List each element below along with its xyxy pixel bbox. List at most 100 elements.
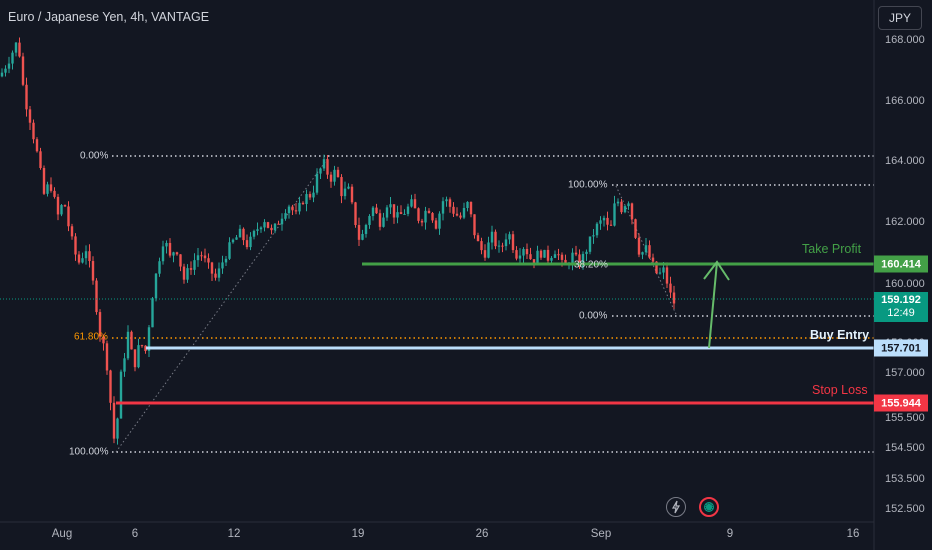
replay-icon[interactable] [699,497,719,517]
candle [476,232,480,242]
candle [46,181,49,197]
candle [105,340,109,375]
candle [644,237,648,256]
fibonacci-retracements [112,155,874,453]
price-axis-label: 160.000 [885,277,925,290]
candle [620,198,623,215]
candle [28,105,32,130]
candle [410,194,413,208]
candle [133,349,137,372]
candle [375,203,378,214]
candle [392,204,396,224]
candle [154,273,158,302]
candle [651,253,655,264]
symbol-title[interactable]: Euro / Japanese Yen, 4h, VANTAGE [8,10,210,24]
candle [266,221,270,229]
candle [508,231,511,245]
fib-right-level-100: 100.00% [568,179,608,191]
candle [403,209,406,215]
candle [14,42,18,57]
candle [186,264,189,283]
candle [207,253,210,269]
fib-left-level-100: 100.00% [69,446,109,458]
candle [287,204,291,219]
fib-left-trend-line [115,157,329,453]
time-axis-label: Aug [51,528,73,540]
candle [546,245,550,266]
candle [602,215,606,227]
candle [217,262,221,282]
candle [441,197,445,221]
candle [630,202,634,225]
candle [39,147,42,170]
candle [459,212,462,220]
candle [522,247,525,263]
currency-button[interactable]: JPY [878,6,922,30]
price-axis-label: 153.500 [885,472,925,485]
candle [406,203,410,217]
candle [210,261,214,281]
target-arrow-shaft [708,261,718,349]
bar-countdown: 12:49 [887,307,915,319]
candle [483,244,487,261]
candle [11,50,14,70]
candle [312,185,315,203]
candle [301,201,305,206]
candle [350,184,354,205]
candle [130,330,133,350]
candle [543,249,546,258]
time-axis-label: 9 [726,528,734,540]
candle [221,255,224,274]
candle [529,247,532,260]
candle [123,352,126,377]
candle [63,204,67,207]
candle [49,177,53,193]
candle [599,216,602,230]
price-axis-label: 162.000 [885,215,925,228]
candle [137,338,140,369]
price-axis-label: 166.000 [885,94,925,107]
candle [7,56,11,74]
time-axis-label: 6 [131,528,139,540]
price-axis-label: 152.500 [885,502,925,515]
candle [669,276,672,298]
candle [231,238,235,244]
candle [518,248,522,264]
candle [53,187,56,199]
candle [284,209,287,221]
candle [95,278,98,315]
candle [172,251,175,263]
candle [504,233,508,251]
candle [385,205,389,221]
candle [494,229,497,250]
candle [270,224,273,235]
candle [382,212,385,228]
price-axis-label: 168.000 [885,34,925,47]
target-arrow-head [703,260,730,281]
candle [613,195,616,227]
candle [147,325,151,357]
candle [116,417,119,445]
current-price-value: 159.192 [881,294,921,306]
candle [497,240,501,253]
candle [256,222,259,236]
candle [368,214,371,229]
candle [445,196,448,207]
candle [424,206,427,230]
candle [259,226,263,233]
time-axis-label: 16 [846,528,860,540]
candle [480,237,483,255]
candle [81,252,84,264]
take-profit-price-tag: 160.414 [874,255,928,273]
candle [592,228,595,244]
candle [340,174,343,204]
candle [672,285,676,309]
candle [448,197,452,213]
candle [511,230,515,253]
candle [378,209,382,231]
candle [189,261,193,275]
candle [557,248,560,260]
lightning-icon[interactable] [666,497,686,517]
candle [490,225,494,250]
